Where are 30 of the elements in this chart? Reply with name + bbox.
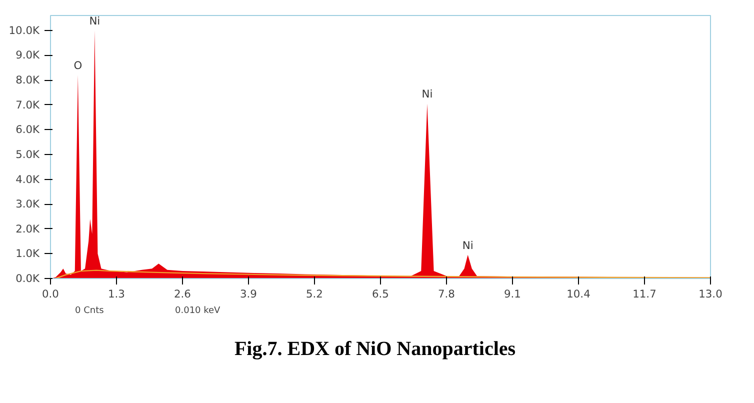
y-tick-label: 10.0K [8, 24, 41, 37]
y-tick-label: 5.0K [16, 148, 41, 161]
y-tick-label: 8.0K [16, 74, 41, 87]
x-tick-label: 1.3 [108, 288, 125, 300]
x-tick-label: 0.0 [42, 288, 60, 300]
x-tick-label: 11.7 [632, 288, 656, 300]
text: 0.010 keV [175, 305, 220, 318]
line-series [54, 270, 710, 278]
annotation: O [74, 59, 82, 72]
y-tick-label: 4.0K [16, 172, 41, 186]
x-tick-label: 2.6 [174, 288, 192, 300]
x-tick-label: 5.2 [306, 288, 323, 300]
annotation: Ni [422, 88, 433, 101]
text: Fig.7. EDX of NiO Nanoparticles [234, 337, 516, 362]
x-tick-label: 13.0 [698, 288, 723, 300]
annotation: Ni [462, 238, 474, 252]
y-tick-label: 2.0K [16, 222, 41, 236]
x-tick-label: 6.5 [372, 288, 389, 300]
y-tick-label: 9.0K [16, 48, 41, 62]
x-tick-label: 9.1 [504, 288, 521, 300]
x-tick-label: 7.8 [438, 288, 456, 300]
text: 0 Cnts [75, 305, 104, 318]
x-tick-label: 10.4 [566, 288, 591, 300]
y-tick-label: 3.0K [16, 198, 41, 211]
y-tick-label: 6.0K [16, 123, 41, 136]
x-tick-label: 3.9 [240, 288, 258, 300]
y-tick-label: 1.0K [16, 247, 41, 260]
y-tick-label: 0.0K [16, 272, 41, 285]
y-tick-label: 7.0K [16, 98, 41, 112]
annotation: Ni [89, 14, 100, 28]
